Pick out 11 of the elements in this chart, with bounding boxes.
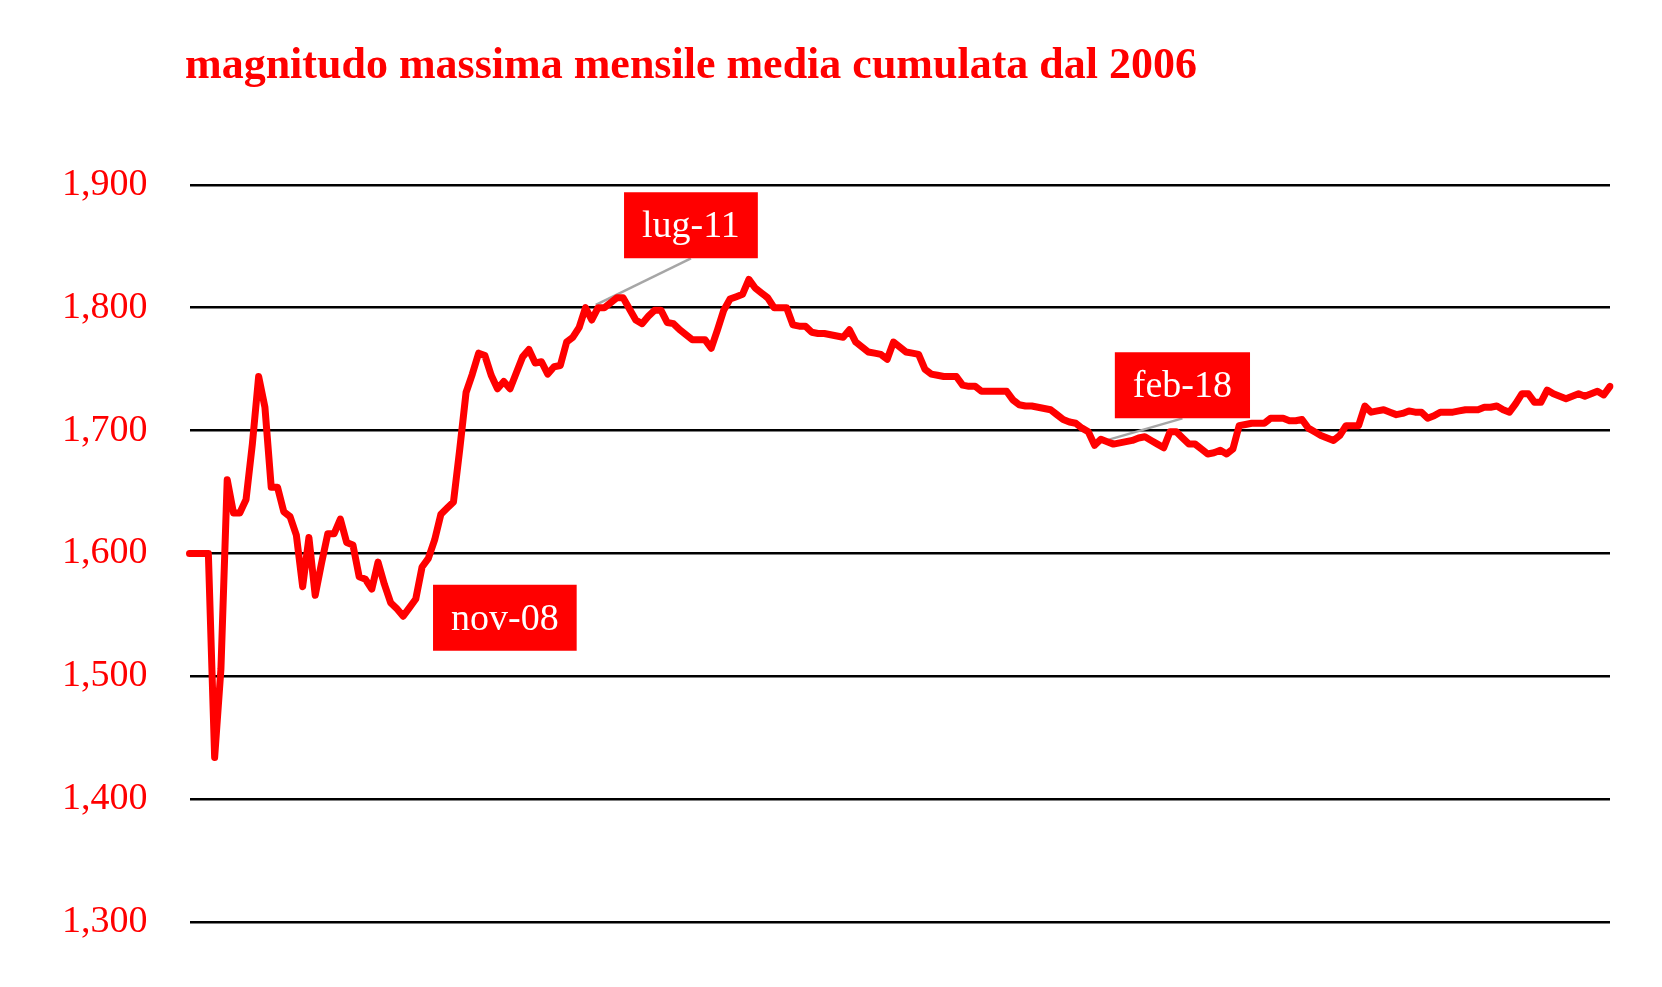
y-tick-label: 1,900 bbox=[62, 160, 148, 203]
chart-title: magnitudo massima mensile media cumulata dal 2006 bbox=[185, 38, 1198, 89]
annotation: nov-08 bbox=[451, 595, 559, 638]
y-tick-label: 1,800 bbox=[62, 283, 148, 326]
y-tick-label: 1,400 bbox=[62, 775, 148, 818]
y-tick-label: 1,500 bbox=[62, 652, 148, 695]
y-tick-label: 1,700 bbox=[62, 406, 148, 449]
y-tick-label: 1,600 bbox=[62, 529, 148, 572]
annotation: lug-11 bbox=[642, 203, 740, 246]
y-tick-label: 1,300 bbox=[62, 898, 148, 941]
annotation: feb-18 bbox=[1132, 363, 1233, 406]
